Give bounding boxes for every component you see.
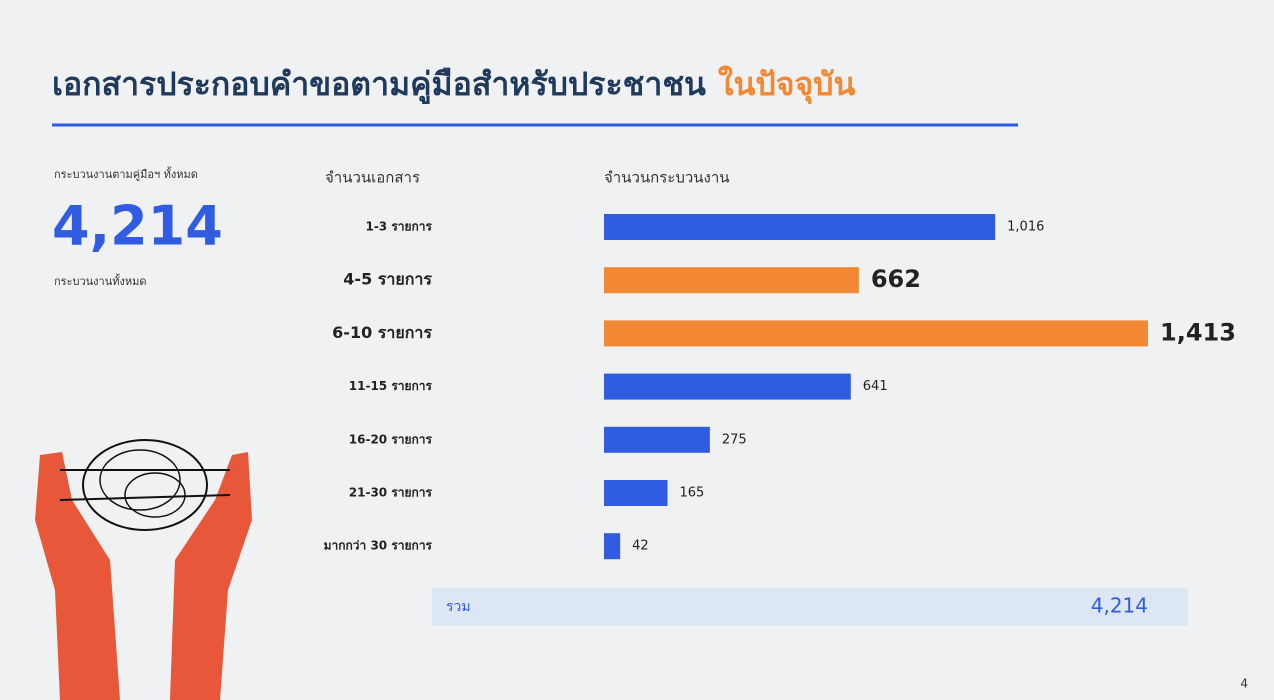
bar [604, 214, 996, 240]
bar [604, 373, 851, 400]
page-number: 4 [1240, 677, 1248, 691]
column-header: จำนวนเอกสาร [325, 169, 420, 187]
value-label: 275 [722, 432, 747, 447]
bar [604, 533, 621, 560]
title-highlight: ในปัจจุบัน [718, 65, 856, 105]
slide-title: เอกสารประกอบคำขอตามคู่มือสำหรับประชาชน ใน… [52, 65, 856, 105]
summary-caption: กระบวนงานทั้งหมด [54, 273, 147, 288]
summary-caption: กระบวนงานตามคู่มือฯ ทั้งหมด [54, 166, 198, 181]
total-value: 4,214 [1091, 594, 1148, 618]
category-label: มากกว่า 30 รายการ [324, 539, 433, 553]
summary-value: 4,214 [52, 195, 223, 258]
category-label: 1-3 รายการ [365, 220, 432, 234]
category-label: 11-15 รายการ [349, 379, 433, 393]
category-label: 4-5 รายการ [343, 270, 432, 289]
bar [604, 480, 668, 506]
bar [604, 267, 859, 294]
bar [604, 426, 710, 453]
total-label: รวม [446, 599, 471, 615]
title-main: เอกสารประกอบคำขอตามคู่มือสำหรับประชาชน [52, 65, 706, 105]
bar [604, 320, 1148, 347]
hands-illustration [35, 439, 252, 700]
value-label: 1,016 [1007, 220, 1044, 235]
value-label: 662 [871, 265, 921, 293]
category-label: 16-20 รายการ [349, 432, 433, 446]
value-label: 165 [680, 486, 705, 501]
value-label: 1,413 [1160, 318, 1236, 346]
value-label: 641 [863, 379, 888, 394]
value-label: 42 [632, 539, 649, 554]
category-label: 6-10 รายการ [332, 323, 432, 342]
total-row [432, 588, 1188, 626]
column-header: จำนวนกระบวนงาน [604, 169, 730, 187]
category-label: 21-30 รายการ [349, 486, 433, 500]
